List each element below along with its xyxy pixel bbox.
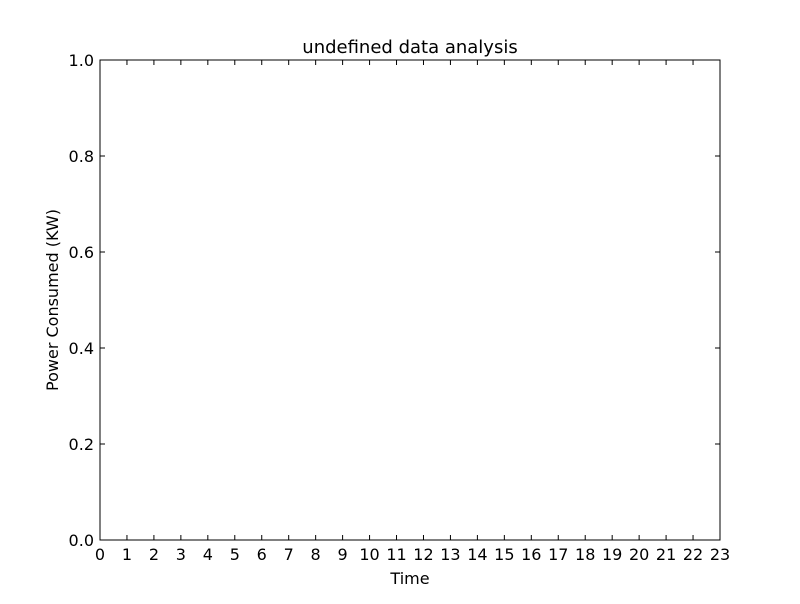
x-tick-label: 11 <box>386 545 406 564</box>
y-tick-label: 0.0 <box>69 531 94 550</box>
x-tick-label: 23 <box>710 545 730 564</box>
x-tick-label: 3 <box>176 545 186 564</box>
chart-title: undefined data analysis <box>302 37 517 58</box>
y-axis-ticks: 0.0 0.2 0.4 0.6 0.8 1.0 <box>69 51 720 550</box>
y-tick-label: 0.6 <box>69 243 94 262</box>
x-tick-label: 10 <box>359 545 379 564</box>
y-tick-label: 0.4 <box>69 339 94 358</box>
x-tick-label: 14 <box>467 545 487 564</box>
x-tick-label: 19 <box>602 545 622 564</box>
x-tick-label: 18 <box>575 545 595 564</box>
x-axis-label: Time <box>389 569 429 588</box>
x-axis-ticks: 0 1 2 3 4 5 6 7 8 9 10 11 12 13 14 15 16 17 18 19 20 21 22 23 <box>95 60 730 564</box>
x-tick-label: 5 <box>230 545 240 564</box>
x-tick-label: 16 <box>521 545 541 564</box>
x-tick-label: 1 <box>122 545 132 564</box>
x-tick-label: 21 <box>656 545 676 564</box>
y-tick-label: 0.2 <box>69 435 94 454</box>
y-tick-label: 1.0 <box>69 51 94 70</box>
x-tick-label: 7 <box>284 545 294 564</box>
x-tick-label: 22 <box>683 545 703 564</box>
x-tick-label: 9 <box>338 545 348 564</box>
x-tick-label: 20 <box>629 545 649 564</box>
x-tick-label: 13 <box>440 545 460 564</box>
x-tick-label: 12 <box>413 545 433 564</box>
x-tick-label: 0 <box>95 545 105 564</box>
y-axis-label: Power Consumed (KW) <box>43 209 62 391</box>
plot-area <box>99 59 721 541</box>
x-tick-label: 17 <box>548 545 568 564</box>
x-tick-label: 4 <box>203 545 213 564</box>
x-tick-label: 2 <box>149 545 159 564</box>
x-tick-label: 6 <box>257 545 267 564</box>
y-tick-label: 0.8 <box>69 147 94 166</box>
x-tick-label: 8 <box>311 545 321 564</box>
x-tick-label: 15 <box>494 545 514 564</box>
